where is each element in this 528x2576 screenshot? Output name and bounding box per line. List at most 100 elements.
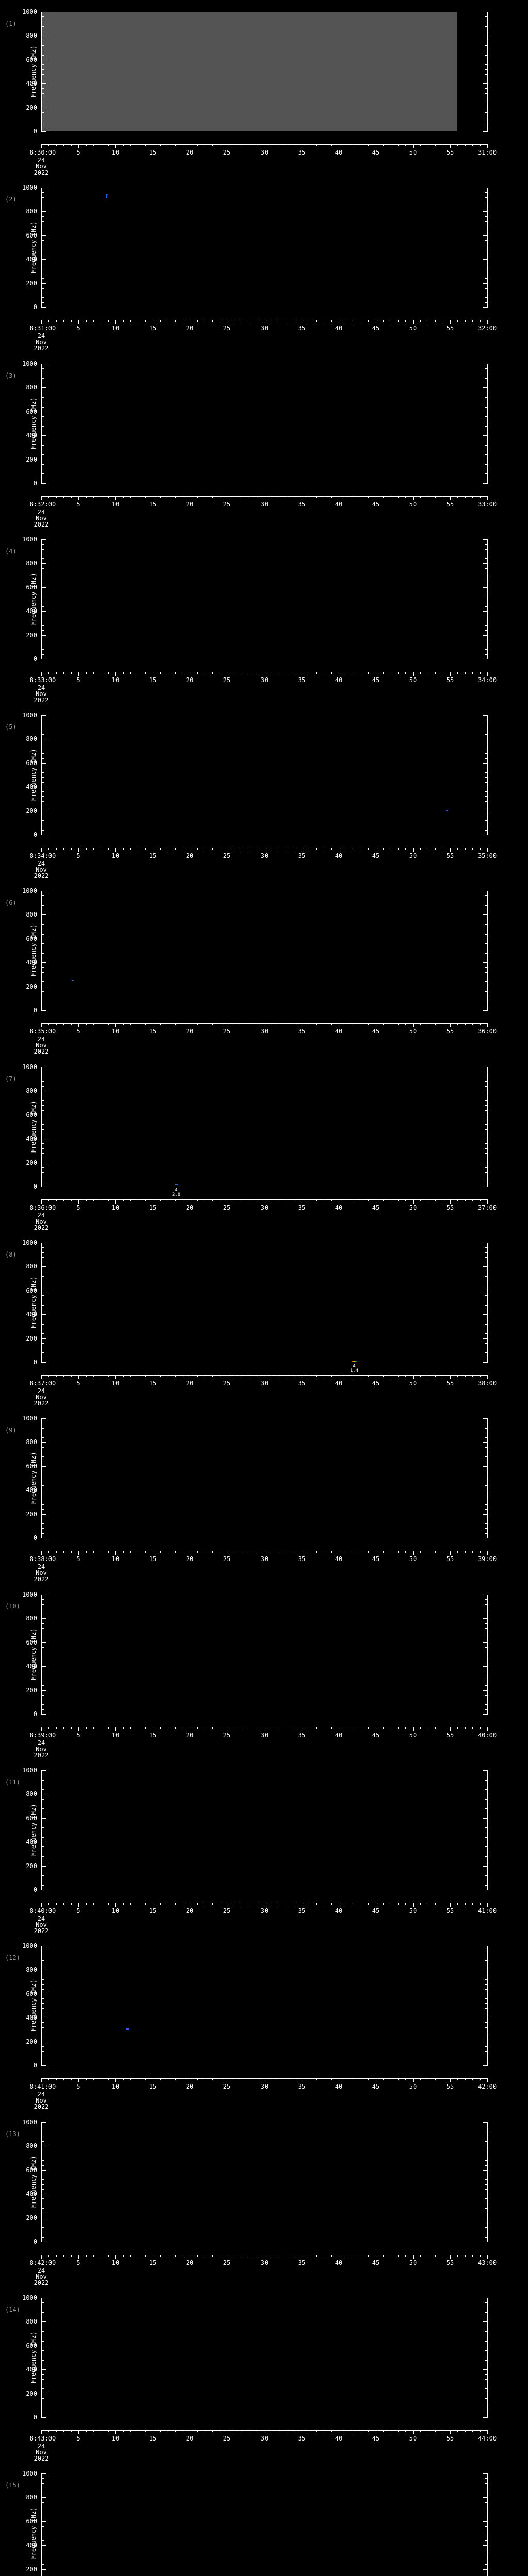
- x-axis-tick: [41, 1551, 42, 1555]
- y-axis-tick: [485, 934, 487, 935]
- x-tick-label: 20: [186, 852, 194, 859]
- x-axis-tick: [160, 1903, 161, 1905]
- x-axis-tick: [368, 320, 369, 322]
- x-axis-tick: [123, 1200, 124, 1201]
- x-tick-label: 30: [260, 501, 269, 508]
- y-axis-left: [41, 539, 42, 659]
- y-axis-tick: [42, 112, 44, 113]
- x-axis-tick: [316, 1024, 317, 1025]
- x-tick-label: 50: [409, 325, 417, 332]
- y-tick-label: 600: [26, 2518, 37, 2525]
- x-tick-label: 10: [111, 1204, 120, 1211]
- y-axis-tick: [483, 2497, 487, 2498]
- y-tick-label: 800: [26, 560, 37, 567]
- y-tick-label: 200: [26, 632, 37, 639]
- y-axis-title: Frequency (Hz): [30, 1628, 37, 1681]
- x-axis-tick: [383, 672, 384, 674]
- y-axis-tick: [483, 2122, 487, 2123]
- x-axis-tick: [457, 2431, 458, 2432]
- y-axis-tick: [42, 2027, 44, 2028]
- x-axis-tick: [41, 145, 42, 148]
- x-axis-tick: [212, 320, 213, 322]
- x-tick-label: 35: [298, 2083, 306, 2090]
- y-axis-tick: [42, 2497, 46, 2498]
- x-axis-tick: [405, 320, 406, 322]
- y-axis-tick: [42, 2170, 46, 2171]
- x-tick-label: 20: [186, 676, 194, 684]
- x-tick-label: 40: [335, 2435, 343, 2442]
- y-tick-label: 0: [33, 1534, 37, 1541]
- x-axis-tick: [197, 1727, 198, 1729]
- x-axis-tick: [316, 1376, 317, 1377]
- y-axis-tick: [485, 2208, 487, 2209]
- y-axis-tick: [42, 2502, 44, 2503]
- x-tick-label: 20: [186, 1732, 194, 1739]
- x-tick-label: 35: [298, 1907, 306, 1914]
- y-axis-tick: [42, 934, 44, 935]
- y-axis-tick: [485, 1998, 487, 1999]
- spectrogram-panel: (2) Frequency (Hz) 0 200 400 600 800 1000 8:31:0…: [0, 176, 528, 351]
- x-axis-tick: [420, 2431, 421, 2432]
- x-axis-tick: [56, 2079, 57, 2080]
- event-mark: [446, 810, 448, 811]
- x-tick-label: 25: [223, 1204, 231, 1211]
- x-axis-tick: [197, 1903, 198, 1905]
- x-axis-tick: [413, 672, 414, 676]
- y-axis-tick: [485, 820, 487, 821]
- x-axis-tick: [450, 1727, 451, 1731]
- y-axis-right: [487, 1418, 488, 1538]
- x-axis-tick: [197, 1376, 198, 1377]
- x-axis-tick: [368, 1903, 369, 1905]
- x-axis-tick: [472, 2431, 473, 2432]
- x-tick-label: 55: [446, 1380, 454, 1387]
- y-axis-tick: [485, 2008, 487, 2009]
- y-axis-tick: [42, 1514, 46, 1515]
- y-axis-left: [41, 1770, 42, 1890]
- x-axis-tick: [108, 672, 109, 674]
- x-axis-tick: [130, 672, 131, 674]
- event-mark: [352, 1361, 357, 1362]
- x-tick-label: 15: [148, 501, 157, 508]
- y-axis-tick: [485, 544, 487, 545]
- x-axis-tick: [457, 320, 458, 322]
- x-axis-tick: [450, 2255, 451, 2259]
- y-axis-tick: [42, 981, 44, 982]
- x-tick-label: 25: [223, 501, 231, 508]
- x-axis-tick: [86, 2255, 87, 2257]
- y-axis-title: Frequency (Hz): [30, 397, 37, 450]
- x-axis-tick: [420, 2255, 421, 2257]
- x-axis-tick: [413, 2431, 414, 2434]
- y-axis-tick: [42, 307, 46, 308]
- y-tick-label: 400: [26, 959, 37, 966]
- x-axis-tick: [160, 2431, 161, 2432]
- y-axis-tick: [42, 1148, 44, 1149]
- y-tick-label: 200: [26, 807, 37, 815]
- x-start-date-line: 24: [37, 1212, 45, 1219]
- x-tick-label: 10: [111, 1732, 120, 1739]
- y-axis-tick: [42, 895, 44, 896]
- y-axis-tick: [42, 1875, 44, 1876]
- y-axis-tick: [485, 549, 487, 550]
- y-tick-label: 400: [26, 1311, 37, 1318]
- y-axis-tick: [483, 962, 487, 963]
- x-axis-tick: [78, 672, 79, 676]
- x-axis-tick: [197, 320, 198, 322]
- x-axis-tick: [71, 1200, 72, 1201]
- y-axis-tick: [42, 1418, 46, 1419]
- y-axis-tick: [42, 2473, 46, 2474]
- x-start-date-line: Nov: [36, 1042, 47, 1049]
- x-axis-tick: [457, 2079, 458, 2080]
- panel-index-label: (7): [5, 1075, 16, 1082]
- y-axis-tick: [42, 587, 46, 588]
- x-start-date-line: 2022: [34, 1927, 49, 1935]
- y-axis-tick: [485, 2227, 487, 2228]
- spectrogram-panel: (6) Frequency (Hz) 0 200 400 600 800 1000 8:35:0…: [0, 879, 528, 1055]
- x-start-date-line: 2022: [34, 872, 49, 879]
- y-tick-label: 1000: [22, 1942, 37, 1950]
- y-axis-tick: [42, 2065, 46, 2066]
- y-axis-tick: [42, 2388, 44, 2389]
- y-axis-tick: [42, 221, 44, 222]
- x-axis-tick: [405, 1727, 406, 1729]
- x-tick-label: 10: [111, 149, 120, 156]
